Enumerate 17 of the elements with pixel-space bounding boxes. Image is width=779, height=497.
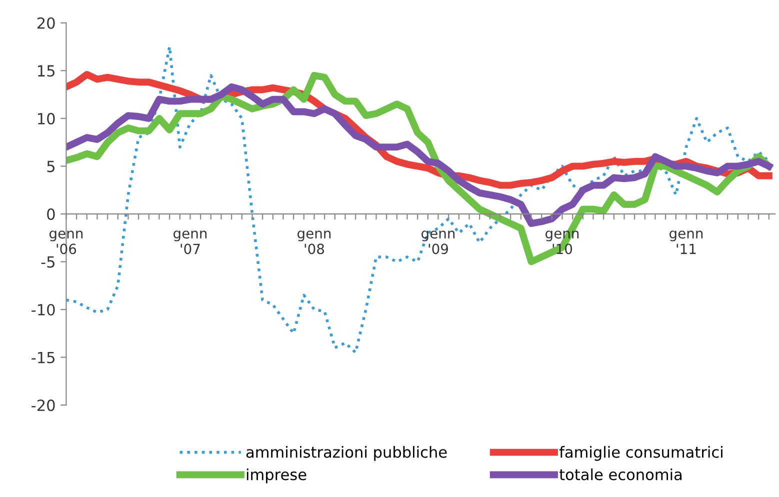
y-tick-label: -15 [32,352,54,364]
y-tick-label: -5 [41,256,54,268]
x-tick-label: genn '08 [298,230,331,254]
y-tick-label: 0 [47,208,55,220]
x-tick-label: genn '11 [670,230,703,254]
y-tick-label: -20 [32,400,55,412]
x-tick-label: genn '09 [422,230,455,254]
legend-label: totale economia [559,468,682,480]
y-tick-label: 10 [38,112,55,124]
y-tick-label: 20 [37,17,55,29]
y-tick-label: -10 [32,304,55,316]
legend-label: imprese [246,468,306,484]
y-tick-label: 5 [47,160,54,172]
y-tick-label: 15 [38,65,54,77]
legend-label: amministrazioni pubbliche [246,446,447,461]
legend-label: famiglie consumatrici [559,446,722,461]
x-tick-label: genn '07 [174,230,207,254]
